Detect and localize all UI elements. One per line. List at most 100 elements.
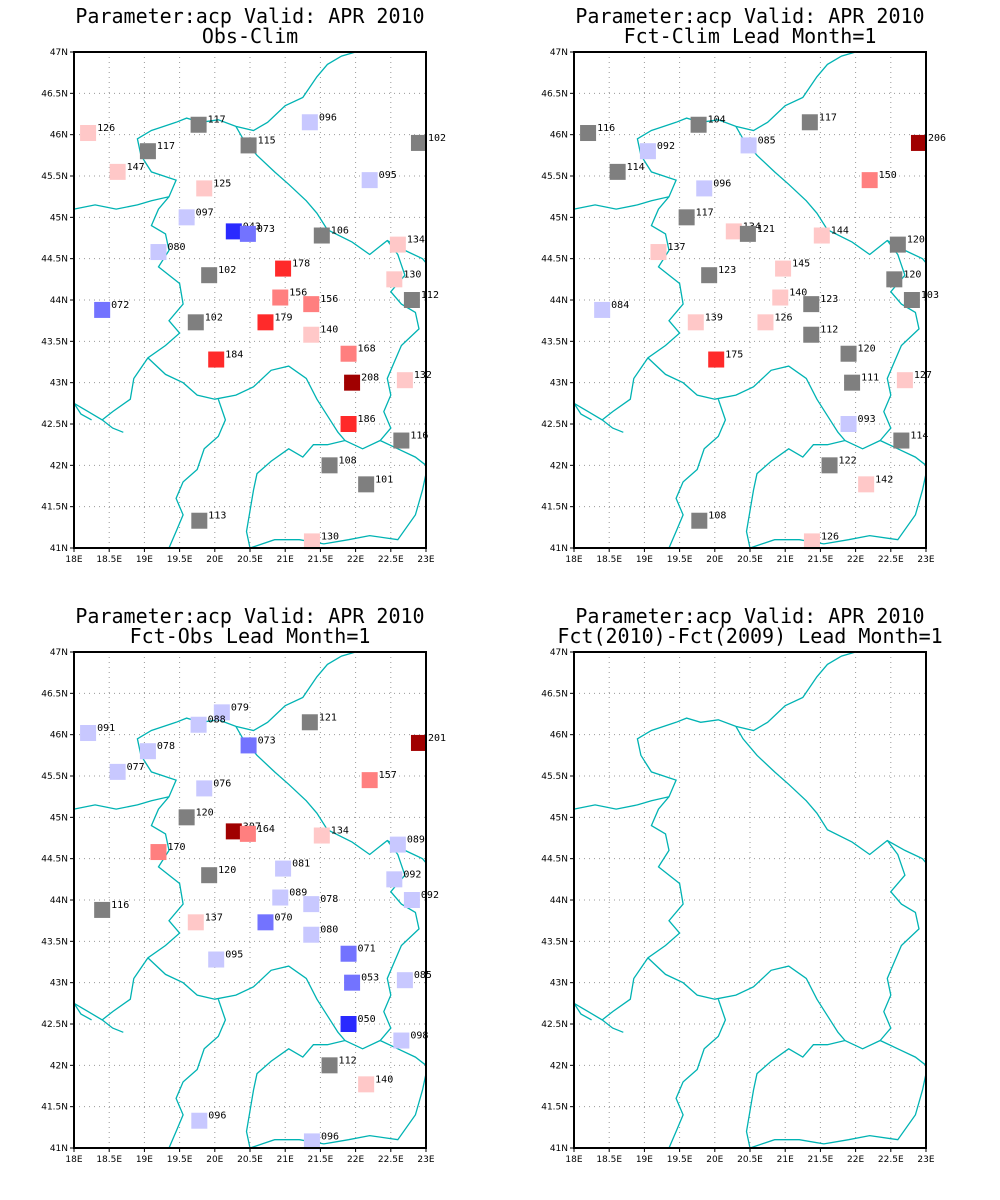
station-value-label: 096 [319,112,337,123]
station-marker [201,267,218,284]
station-value-label: 125 [213,178,231,189]
station-marker [687,314,704,331]
station-value-label: 121 [757,224,775,235]
station-value-label: 079 [231,702,249,713]
station-value-label: 116 [410,431,428,442]
station-marker [396,972,413,989]
station-value-label: 071 [358,944,376,955]
station-value-label: 106 [331,226,349,237]
station-marker [80,125,97,142]
station-marker [301,714,318,731]
country-border [379,840,420,1041]
station-value-label: 120 [907,235,925,246]
station-value-label: 084 [611,300,629,311]
station-value-label: 081 [292,859,310,870]
station-marker [321,1057,338,1074]
lat-tick-label: 46N [550,731,568,741]
station-marker [239,825,256,842]
lon-tick-label: 20.5E [737,1155,763,1165]
panel-title-line2: Obs-Clim [201,24,299,48]
lat-tick-label: 41N [50,1144,68,1154]
lat-tick-label: 46.5N [41,689,68,699]
station-marker [150,244,167,261]
station-value-label: 116 [111,900,129,911]
station-value-label: 078 [320,894,338,905]
country-border [73,402,92,421]
country-border [73,1002,124,1033]
station-value-label: 147 [127,162,145,173]
station-marker [80,725,97,742]
station-marker [740,137,757,154]
station-marker [813,227,830,244]
station-marker [303,296,320,313]
lon-tick-label: 20E [206,555,223,565]
station-marker [301,114,318,131]
station-value-label: 164 [257,824,275,835]
lat-tick-label: 46.5N [541,89,568,99]
station-marker [340,945,357,962]
station-value-label: 102 [218,265,236,276]
lat-tick-label: 44.5N [541,855,568,865]
lat-tick-label: 41.5N [541,1103,568,1113]
station-marker [410,134,427,151]
country-border [647,957,846,1041]
station-marker [696,180,713,197]
station-value-label: 126 [821,531,839,542]
station-value-label: 085 [414,970,432,981]
station-value-label: 073 [258,735,276,746]
lon-tick-label: 22.5E [378,1155,404,1165]
lon-tick-label: 22.5E [378,555,404,565]
country-border [668,998,727,1149]
lat-tick-label: 46.5N [41,89,68,99]
lat-tick-label: 42.5N [41,420,68,430]
station-marker [858,476,875,493]
station-marker [187,314,204,331]
lon-tick-label: 22.5E [878,1155,904,1165]
station-marker [257,314,274,331]
lat-tick-label: 41.5N [41,503,68,513]
station-marker [594,301,611,318]
lon-tick-label: 21.5E [308,1155,334,1165]
country-border [601,796,684,1021]
station-value-label: 117 [696,207,714,218]
country-border [735,726,927,864]
station-value-label: 140 [375,1074,393,1085]
lat-tick-label: 45N [550,213,568,223]
station-value-label: 208 [361,373,379,384]
station-value-label: 120 [858,344,876,355]
station-value-label: 053 [361,973,379,984]
country-border [73,651,356,810]
country-border [379,439,427,466]
lat-tick-label: 46N [550,131,568,141]
station-marker [358,1076,375,1093]
lon-tick-label: 19.5E [667,555,693,565]
station-value-label: 085 [758,135,776,146]
lon-tick-label: 22E [847,1155,864,1165]
lon-tick-label: 23E [417,1155,434,1165]
station-value-label: 070 [274,912,292,923]
station-marker [361,772,378,789]
lon-tick-label: 22E [347,1155,364,1165]
lon-tick-label: 21.5E [808,555,834,565]
lat-tick-label: 44N [550,896,568,906]
station-marker [910,134,927,151]
station-marker [275,860,292,877]
lat-tick-label: 42N [550,461,568,471]
station-value-label: 103 [921,290,939,301]
station-marker [208,351,225,368]
lat-tick-label: 43N [550,379,568,389]
station-value-label: 089 [407,835,425,846]
station-value-label: 097 [196,207,214,218]
country-border [73,51,356,210]
station-map: 0910790881212010780730770761571203071641… [41,648,446,1165]
lon-tick-label: 22.5E [878,555,904,565]
station-marker [201,867,218,884]
station-marker [803,296,820,313]
station-value-label: 072 [111,300,129,311]
station-marker [340,345,357,362]
station-value-label: 142 [875,474,893,485]
lat-tick-label: 47N [50,48,68,58]
lat-tick-label: 43N [50,979,68,989]
lon-tick-label: 18.5E [596,555,622,565]
lat-tick-label: 47N [50,648,68,658]
